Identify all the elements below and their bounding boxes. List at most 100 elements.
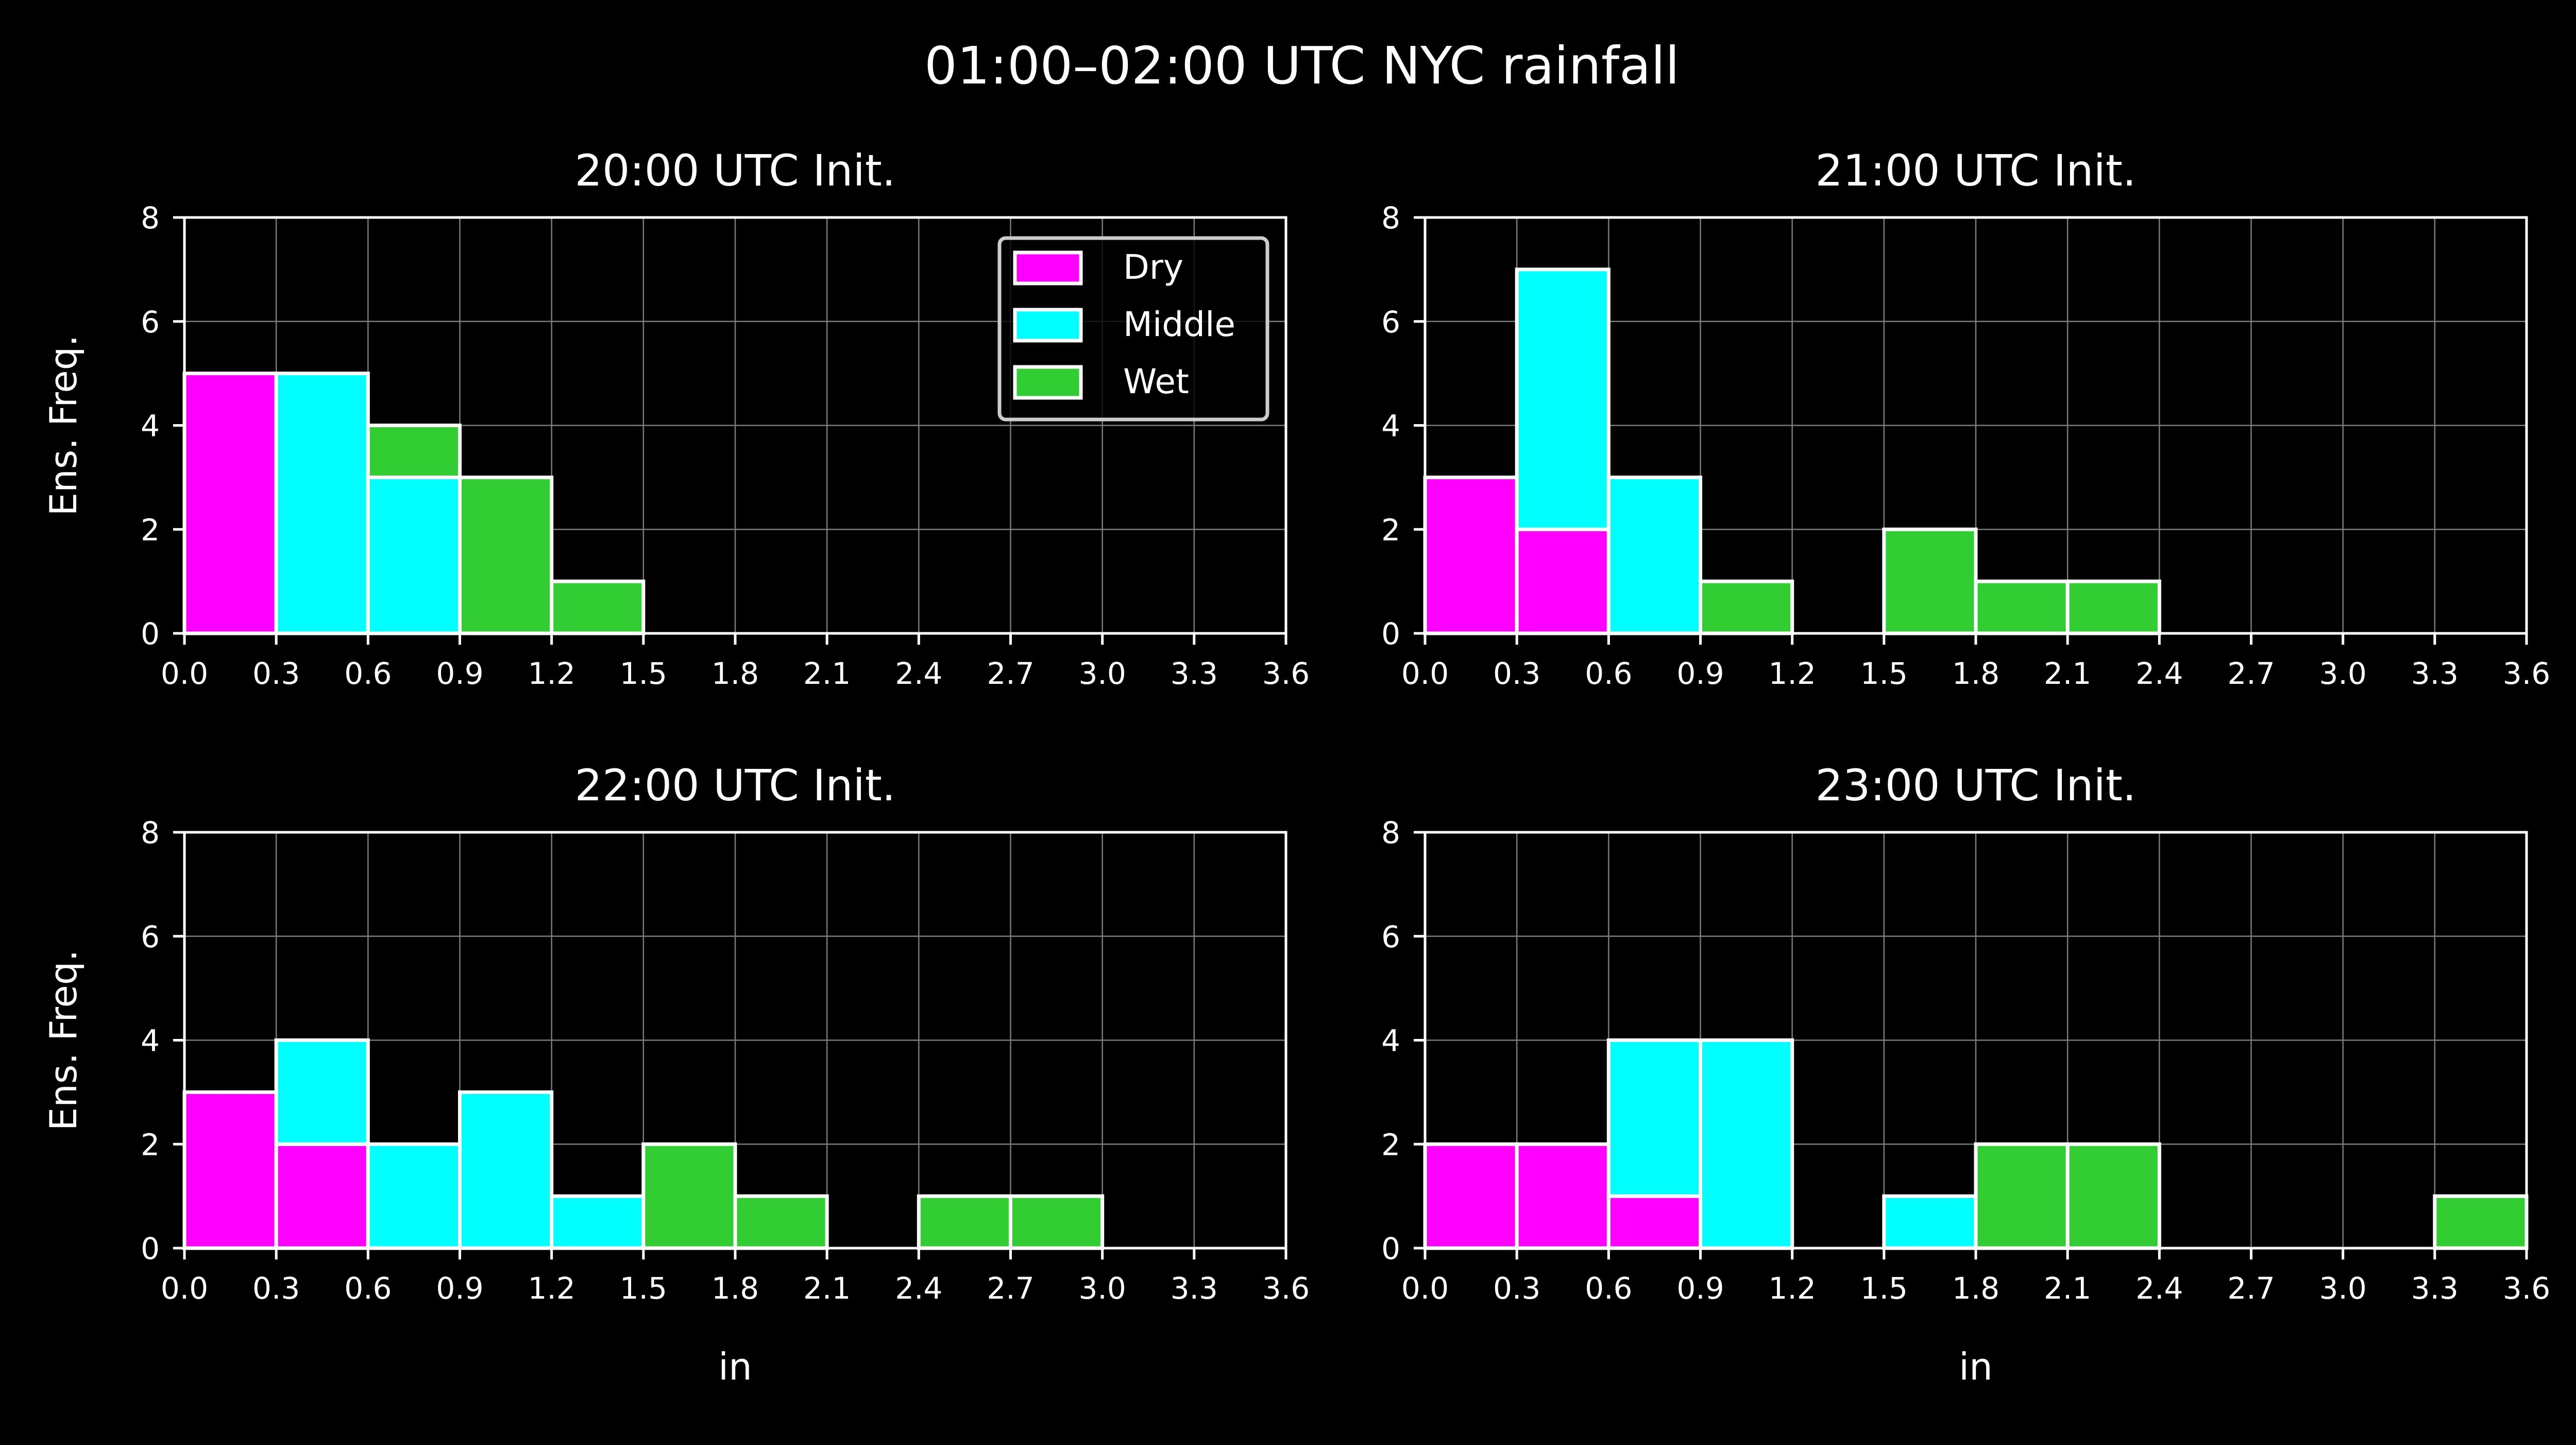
y-tick-label: 8 bbox=[1381, 815, 1400, 850]
bar-wet bbox=[1882, 527, 1978, 635]
x-tick-label: 1.8 bbox=[1952, 1271, 1999, 1306]
x-tick-label: 1.5 bbox=[1860, 656, 1908, 691]
y-tick-label: 2 bbox=[1381, 512, 1400, 547]
legend-swatch-dry bbox=[1013, 250, 1083, 285]
y-tick-label: 4 bbox=[1381, 409, 1400, 444]
bar-dry bbox=[1423, 475, 1519, 635]
x-tick-label: 1.2 bbox=[528, 1271, 575, 1306]
x-tick-label: 0.3 bbox=[1493, 1271, 1540, 1306]
y-axis-label: Ens. Freq. bbox=[42, 950, 85, 1131]
bar-middle bbox=[366, 1142, 462, 1250]
panel-2: 0.0 0.3 0.6 0.9 1.2 1.5 1.8 2.1 2.4 2.7 3.0 3.3 3.6 0… bbox=[1381, 145, 2550, 691]
bar-wet bbox=[1974, 1142, 2070, 1250]
x-tick-label: 3.3 bbox=[2411, 656, 2459, 691]
bar-dry bbox=[1515, 1142, 1611, 1250]
x-tick-label: 2.4 bbox=[895, 656, 942, 691]
bar-wet bbox=[458, 475, 554, 635]
bar-wet bbox=[2065, 579, 2161, 635]
y-tick-label: 6 bbox=[141, 305, 160, 340]
panels: 0.0 0.3 0.6 0.9 1.2 1.5 1.8 2.1 2.4 2.7 3.0 3.3 3.6 0… bbox=[42, 145, 2550, 1388]
y-tick-label: 4 bbox=[141, 1023, 160, 1058]
y-tick-label: 6 bbox=[1381, 919, 1400, 954]
x-tick-label: 3.3 bbox=[1171, 1271, 1218, 1306]
x-tick-label: 2.7 bbox=[2227, 656, 2275, 691]
x-tick-label: 0.6 bbox=[344, 656, 392, 691]
legend-label-dry: Dry bbox=[1123, 247, 1183, 287]
panel-3: 0.0 0.3 0.6 0.9 1.2 1.5 1.8 2.1 2.4 2.7 3.0 3.3 3.6 0… bbox=[42, 760, 1310, 1388]
y-tick-label: 4 bbox=[141, 409, 160, 444]
x-tick-label: 0.3 bbox=[252, 1271, 300, 1306]
bar-wet bbox=[733, 1194, 829, 1250]
x-tick-label: 0.0 bbox=[161, 1271, 208, 1306]
panel-title: 21:00 UTC Init. bbox=[1816, 145, 2137, 196]
x-tick-label: 0.9 bbox=[436, 656, 483, 691]
x-tick-label: 0.3 bbox=[252, 656, 300, 691]
y-tick-label: 4 bbox=[1381, 1023, 1400, 1058]
x-tick-label: 2.7 bbox=[987, 1271, 1034, 1306]
y-tick-label: 0 bbox=[1381, 616, 1400, 651]
x-tick-label: 1.5 bbox=[620, 656, 667, 691]
y-tick-label: 8 bbox=[141, 815, 160, 850]
x-tick-label: 2.4 bbox=[895, 1271, 942, 1306]
panel-1: 0.0 0.3 0.6 0.9 1.2 1.5 1.8 2.1 2.4 2.7 3.0 3.3 3.6 0… bbox=[42, 145, 1310, 691]
y-tick-label: 6 bbox=[141, 919, 160, 954]
x-tick-label: 1.8 bbox=[1952, 656, 1999, 691]
x-tick-label: 0.6 bbox=[344, 1271, 392, 1306]
x-tick-label: 1.5 bbox=[1860, 1271, 1908, 1306]
bar-wet bbox=[2065, 1142, 2161, 1250]
legend-swatch-middle bbox=[1013, 308, 1083, 343]
x-tick-label: 3.6 bbox=[2503, 1271, 2550, 1306]
bar-middle bbox=[1882, 1194, 1978, 1250]
bar-wet bbox=[1009, 1194, 1105, 1250]
x-tick-label: 2.1 bbox=[803, 1271, 851, 1306]
x-tick-label: 3.6 bbox=[1262, 656, 1310, 691]
bar-middle bbox=[366, 475, 462, 635]
bar-wet bbox=[917, 1194, 1013, 1250]
x-tick-label: 0.0 bbox=[161, 656, 208, 691]
bar-middle bbox=[550, 1194, 646, 1250]
legend-label-wet: Wet bbox=[1123, 362, 1189, 401]
bar-wet bbox=[1974, 579, 2070, 635]
y-tick-label: 0 bbox=[1381, 1231, 1400, 1266]
bar-wet bbox=[2433, 1194, 2529, 1250]
x-tick-label: 2.7 bbox=[2227, 1271, 2275, 1306]
panel-title: 22:00 UTC Init. bbox=[575, 760, 896, 811]
bar-dry bbox=[182, 372, 278, 635]
x-tick-label: 2.1 bbox=[803, 656, 851, 691]
legend-label-middle: Middle bbox=[1123, 305, 1235, 344]
bar-wet bbox=[641, 1142, 737, 1250]
x-tick-label: 1.8 bbox=[711, 656, 759, 691]
x-tick-label: 2.7 bbox=[987, 656, 1034, 691]
y-tick-label: 2 bbox=[1381, 1127, 1400, 1162]
panel-title: 23:00 UTC Init. bbox=[1816, 760, 2137, 811]
x-tick-label: 3.0 bbox=[2319, 1271, 2367, 1306]
legend: Dry Middle Wet bbox=[997, 236, 1269, 422]
bar-middle bbox=[1606, 1038, 1702, 1198]
bar-middle bbox=[458, 1090, 554, 1250]
x-tick-label: 1.8 bbox=[711, 1271, 759, 1306]
bar-dry bbox=[1423, 1142, 1519, 1250]
bar-dry bbox=[1606, 1194, 1702, 1250]
x-tick-label: 2.1 bbox=[2044, 1271, 2091, 1306]
x-tick-label: 1.2 bbox=[1769, 1271, 1816, 1306]
x-tick-label: 2.1 bbox=[2044, 656, 2091, 691]
bar-middle bbox=[274, 1038, 370, 1146]
x-axis-label: in bbox=[1959, 1345, 1993, 1388]
x-tick-label: 2.4 bbox=[2136, 656, 2183, 691]
bar-middle bbox=[274, 372, 370, 635]
bar-middle bbox=[1515, 267, 1611, 531]
legend-swatch-wet bbox=[1013, 365, 1083, 400]
x-tick-label: 1.2 bbox=[528, 656, 575, 691]
panel-title: 20:00 UTC Init. bbox=[575, 145, 896, 196]
x-tick-label: 0.6 bbox=[1585, 1271, 1632, 1306]
x-tick-label: 0.9 bbox=[436, 1271, 483, 1306]
bar-wet bbox=[1699, 579, 1794, 635]
bar-wet bbox=[366, 424, 462, 479]
x-tick-label: 0.9 bbox=[1676, 1271, 1724, 1306]
x-tick-label: 0.3 bbox=[1493, 656, 1540, 691]
x-tick-label: 3.3 bbox=[1171, 656, 1218, 691]
bar-dry bbox=[274, 1142, 370, 1250]
panel-4: 0.0 0.3 0.6 0.9 1.2 1.5 1.8 2.1 2.4 2.7 3.0 3.3 3.6 0… bbox=[1381, 760, 2550, 1388]
x-tick-label: 3.6 bbox=[1262, 1271, 1310, 1306]
